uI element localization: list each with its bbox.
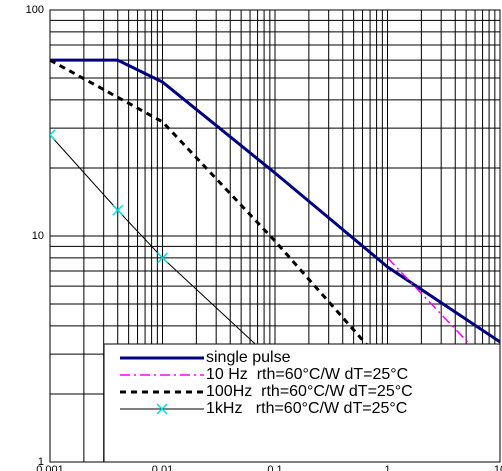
legend-label: 100Hz rth=60°C/W dT=25°C [206,383,413,400]
legend-box [103,343,501,463]
y-tick-label: 100 [26,4,44,16]
series-line [50,58,389,370]
x-tick-label: 1 [384,464,390,471]
x-tick-label: 0.01 [152,464,173,471]
series [50,58,389,370]
series-line [50,58,500,344]
y-tick-label: 10 [32,230,44,242]
legend-label: single pulse [206,349,291,366]
marker [50,129,56,141]
marker [112,204,124,216]
series [50,58,500,344]
legend-marker [156,403,168,415]
legend-label: 10 Hz rth=60°C/W dT=25°C [206,366,408,383]
x-tick-label: 0.001 [36,464,64,471]
legend-label: 1kHz rth=60°C/W dT=25°C [206,400,407,417]
x-tick-label: 0.1 [267,464,282,471]
y-tick-label: 1 [38,456,44,468]
marker [156,252,169,264]
x-tick-label: 10 [494,464,502,471]
